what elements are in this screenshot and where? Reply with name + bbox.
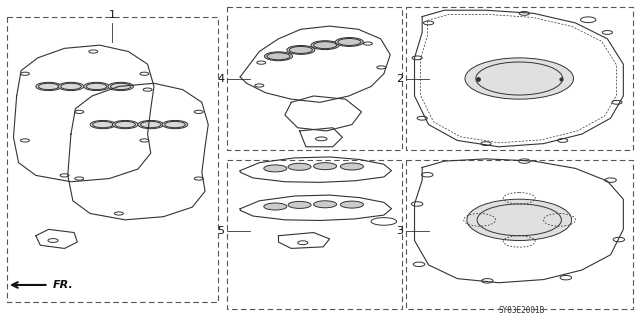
- Ellipse shape: [36, 82, 61, 91]
- Ellipse shape: [84, 82, 109, 91]
- Ellipse shape: [287, 46, 315, 54]
- Text: 3: 3: [396, 226, 403, 236]
- Ellipse shape: [264, 203, 287, 210]
- Ellipse shape: [311, 41, 339, 50]
- Text: 1: 1: [109, 10, 116, 20]
- Ellipse shape: [108, 82, 134, 91]
- Ellipse shape: [335, 38, 364, 47]
- Ellipse shape: [58, 82, 84, 91]
- Text: 5: 5: [217, 226, 224, 236]
- Ellipse shape: [340, 201, 364, 208]
- Ellipse shape: [467, 199, 572, 241]
- Text: FR.: FR.: [53, 280, 74, 290]
- Ellipse shape: [288, 163, 311, 170]
- Ellipse shape: [264, 165, 287, 172]
- Ellipse shape: [90, 121, 116, 129]
- Ellipse shape: [465, 58, 573, 99]
- Ellipse shape: [113, 121, 138, 129]
- Text: SY83E2001B: SY83E2001B: [498, 306, 544, 315]
- Ellipse shape: [314, 163, 337, 170]
- Ellipse shape: [138, 121, 164, 129]
- Ellipse shape: [314, 201, 337, 208]
- Ellipse shape: [340, 163, 364, 170]
- Ellipse shape: [264, 52, 292, 61]
- Ellipse shape: [163, 121, 188, 129]
- Ellipse shape: [288, 201, 311, 208]
- Text: 2: 2: [396, 73, 403, 84]
- Text: 4: 4: [217, 73, 224, 84]
